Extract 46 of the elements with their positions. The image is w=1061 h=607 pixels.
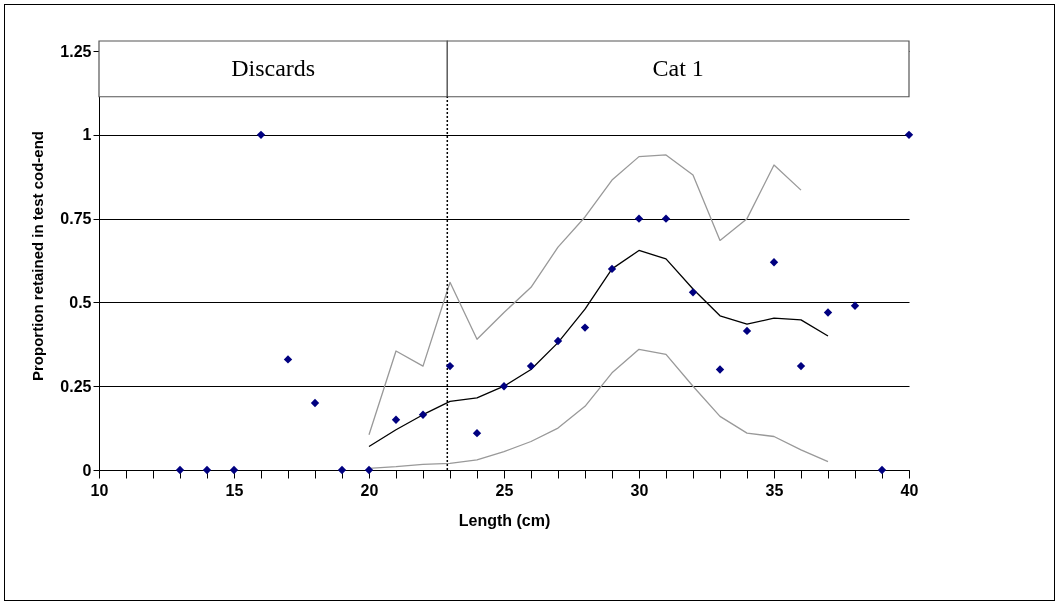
y-tick-label: 1.25	[60, 42, 92, 60]
band-label: Cat 1	[652, 54, 704, 81]
point	[202, 465, 212, 475]
point	[634, 214, 644, 223]
x-axis-title: Length (cm)	[458, 511, 551, 529]
point	[499, 382, 509, 391]
point	[661, 214, 671, 223]
point	[688, 288, 698, 297]
point	[823, 308, 833, 317]
x-tick-label: 25	[495, 481, 514, 499]
point	[418, 410, 428, 419]
point	[715, 365, 725, 374]
y-axis-title: Proportion retained in test cod-end	[29, 130, 47, 382]
band-label: Discards	[231, 54, 316, 81]
point	[445, 361, 455, 371]
point	[850, 301, 860, 310]
point	[364, 465, 374, 475]
point	[391, 415, 401, 424]
point	[229, 465, 239, 475]
point	[580, 323, 590, 332]
y-tick-label: 0.5	[69, 293, 92, 311]
x-tick-label: 40	[900, 481, 919, 499]
point	[553, 336, 563, 346]
y-tick-label: 0.75	[60, 210, 92, 228]
line-series	[368, 154, 802, 436]
point	[796, 361, 806, 371]
point	[310, 398, 320, 408]
y-tick-label: 0.25	[60, 377, 92, 395]
x-tick-label: 20	[360, 481, 379, 499]
x-tick-label: 35	[765, 481, 784, 499]
point	[175, 465, 185, 475]
point	[904, 130, 914, 140]
point	[337, 465, 347, 475]
point	[769, 258, 779, 267]
x-tick-label: 15	[225, 481, 244, 499]
point	[526, 361, 536, 371]
point	[472, 428, 482, 438]
x-tick-label: 10	[90, 481, 109, 499]
point	[742, 326, 752, 336]
point	[607, 264, 617, 274]
y-tick-label: 1	[82, 126, 92, 144]
y-tick-label: 0	[82, 461, 92, 479]
point	[256, 130, 266, 140]
x-tick-label: 30	[630, 481, 649, 499]
point	[283, 355, 293, 364]
point	[877, 465, 887, 475]
